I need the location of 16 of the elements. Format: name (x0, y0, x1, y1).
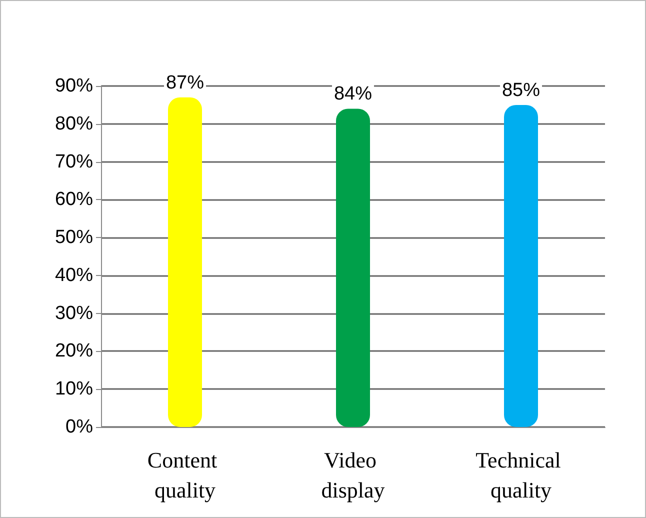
data-label: 85% (502, 80, 540, 101)
y-tick-label: 40% (54, 264, 94, 286)
data-label: 84% (334, 84, 372, 105)
y-tick-label: 20% (54, 340, 94, 362)
x-tick-label: Technical quality (476, 448, 566, 502)
x-tick-label: Video display (321, 448, 385, 502)
y-tick-label: 70% (54, 151, 94, 172)
y-tick-label: 0% (66, 416, 94, 438)
y-tick-label: 10% (54, 378, 94, 400)
y-tick-label: 60% (54, 189, 94, 210)
x-tick-label: Content quality (147, 448, 223, 502)
y-tick-label: 80% (54, 113, 94, 134)
data-label: 87% (166, 72, 204, 94)
y-tick-label: 90% (54, 76, 94, 96)
y-tick-label: 50% (54, 227, 94, 248)
y-tick-label: 30% (54, 302, 94, 324)
